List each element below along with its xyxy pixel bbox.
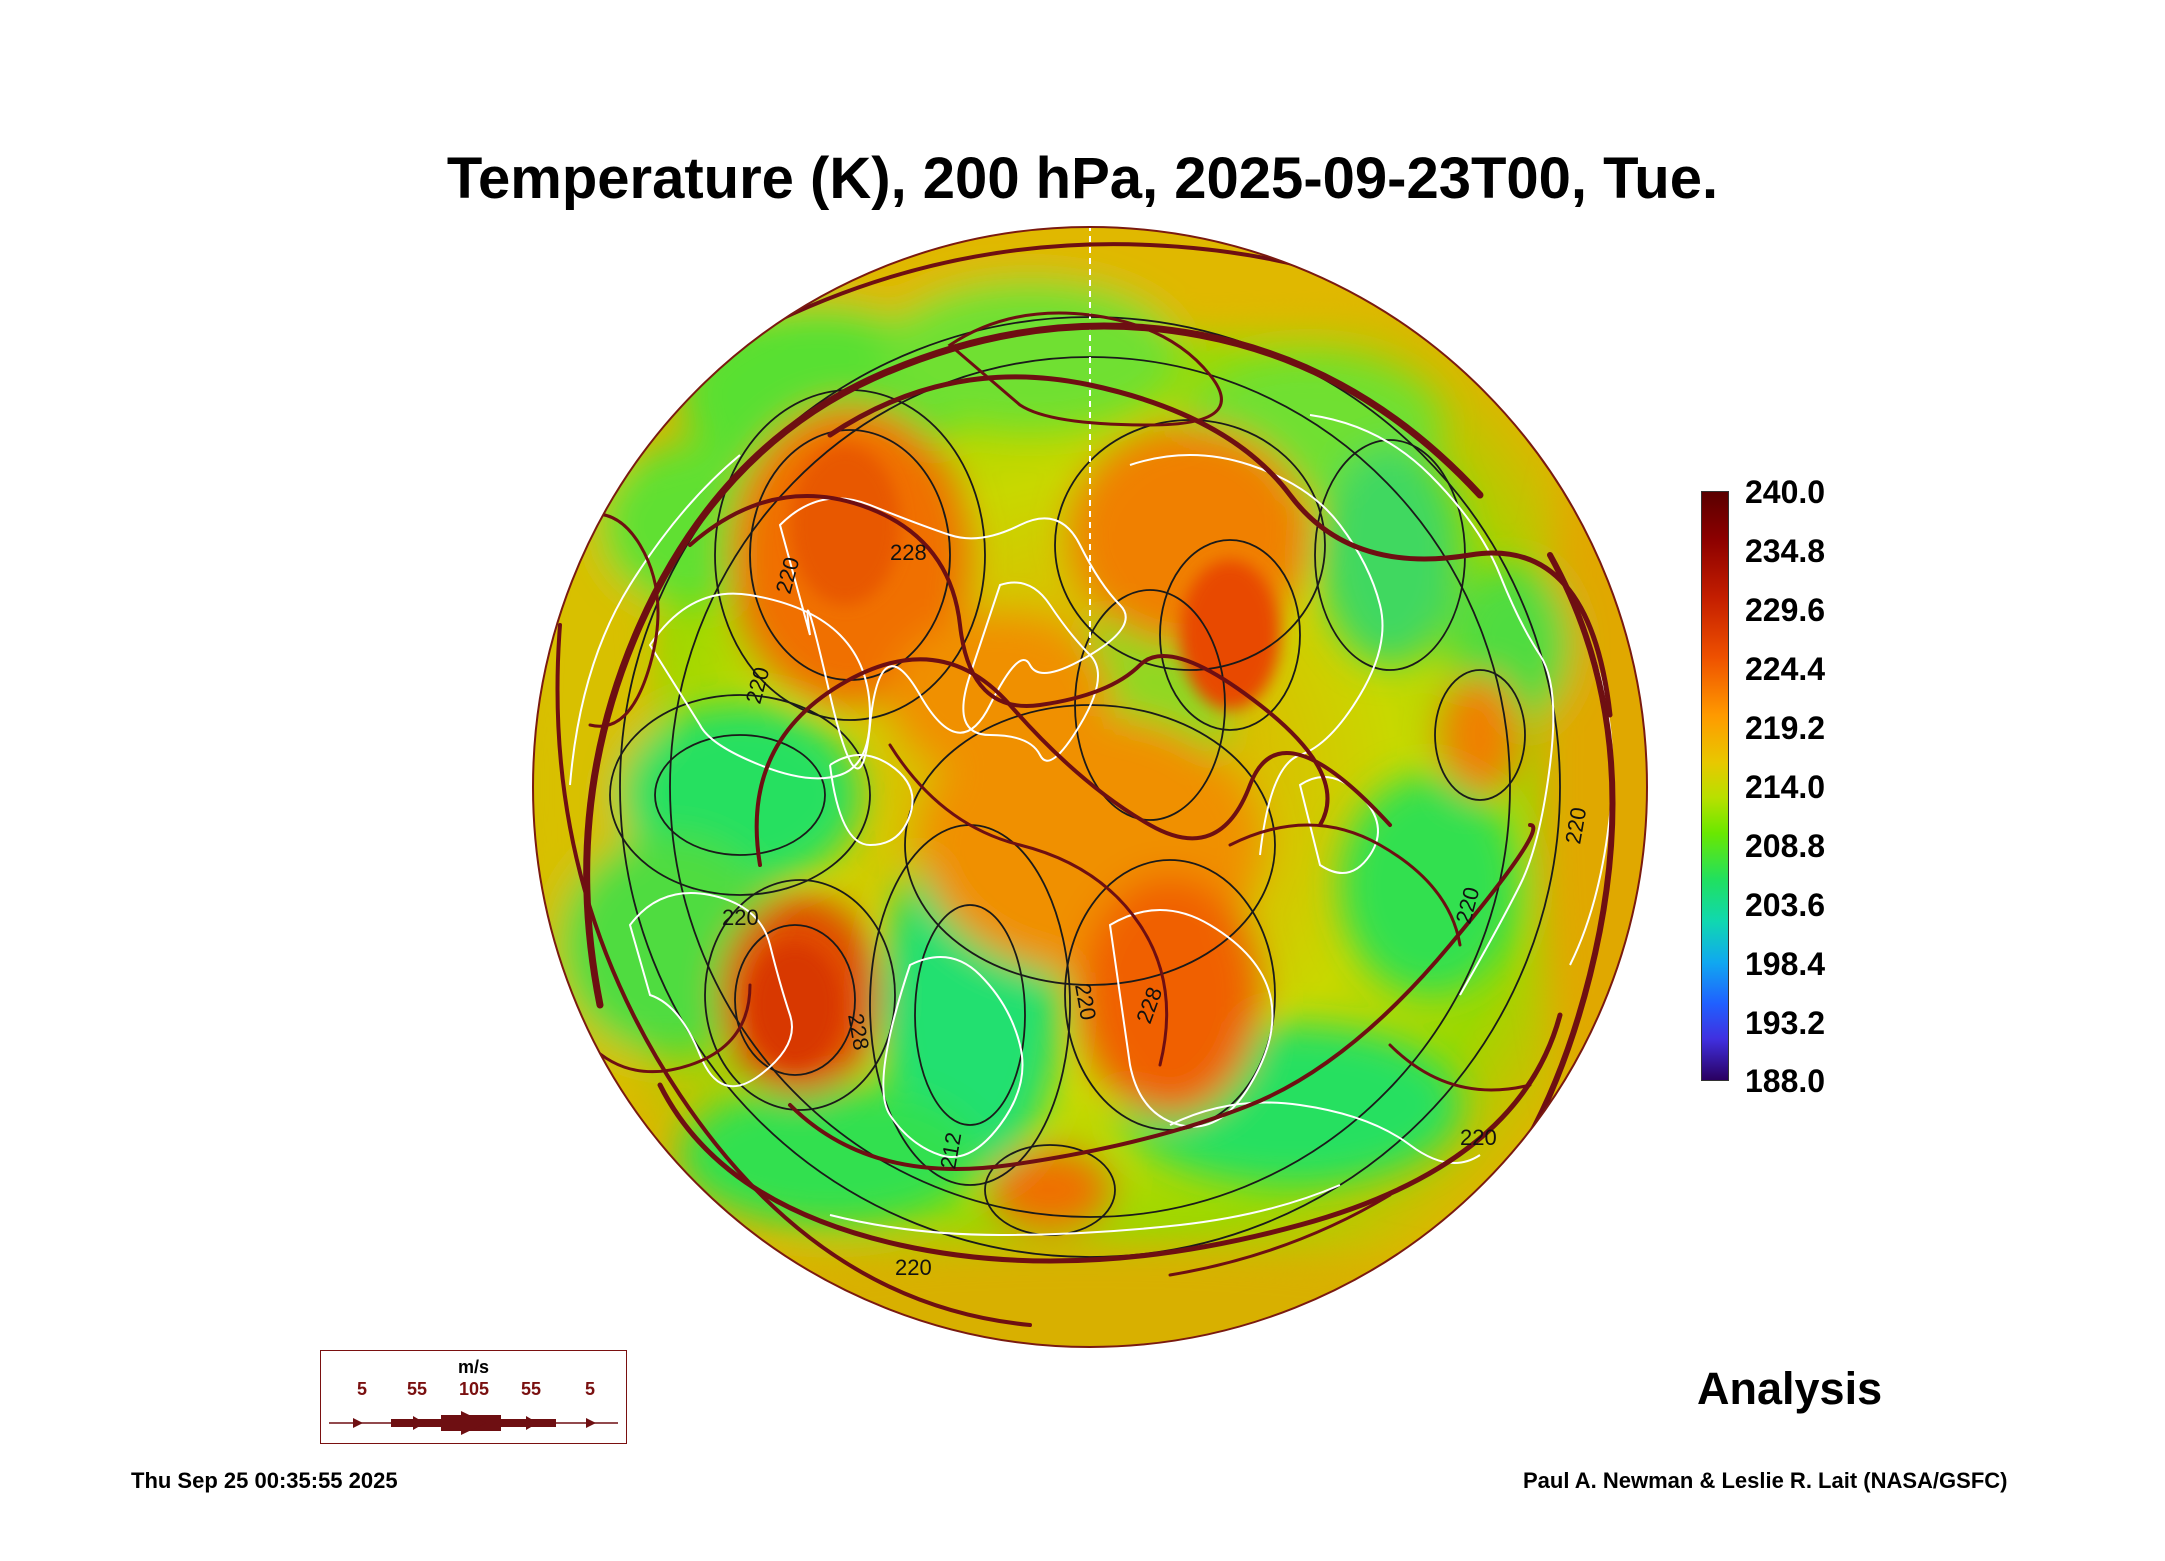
map-title: Temperature (K), 200 hPa, 2025-09-23T00,… bbox=[446, 146, 1719, 211]
wind-key-unit: m/s bbox=[457, 1357, 490, 1377]
contour-label: 220 bbox=[722, 905, 759, 930]
credit: Paul A. Newman & Leslie R. Lait (NASA/GS… bbox=[1523, 1468, 2008, 1493]
contour-label: 220 bbox=[895, 1255, 932, 1280]
colorbar-label: 208.8 bbox=[1745, 828, 1826, 864]
colorbar bbox=[1701, 491, 1729, 1081]
contour-label: 220 bbox=[1460, 1125, 1497, 1150]
wind-key-arrow bbox=[329, 1411, 618, 1435]
colorbar-label: 224.4 bbox=[1745, 651, 1826, 687]
colorbar-label: 214.0 bbox=[1745, 769, 1826, 805]
wind-key-value: 105 bbox=[459, 1379, 490, 1399]
colorbar-label: 229.6 bbox=[1745, 592, 1826, 628]
colorbar-label: 193.2 bbox=[1745, 1005, 1826, 1041]
polar-globe-map: 228 220 220 220 228 220 220 220 220 212 … bbox=[532, 226, 1648, 1348]
timestamp: Thu Sep 25 00:35:55 2025 bbox=[131, 1468, 398, 1493]
contour-label: 228 bbox=[890, 540, 927, 565]
wind-key-value: 55 bbox=[521, 1379, 542, 1399]
colorbar-label: 188.0 bbox=[1745, 1063, 1826, 1099]
colorbar-label: 240.0 bbox=[1745, 474, 1826, 510]
wind-key-value: 55 bbox=[407, 1379, 428, 1399]
colorbar-label: 234.8 bbox=[1745, 533, 1826, 569]
colorbar-label: 219.2 bbox=[1745, 710, 1826, 746]
colorbar-label: 203.6 bbox=[1745, 887, 1826, 923]
wind-speed-key: m/s 5 55 105 55 5 bbox=[320, 1350, 627, 1444]
colorbar-label: 198.4 bbox=[1745, 946, 1826, 982]
wind-key-value: 5 bbox=[357, 1379, 368, 1399]
analysis-label: Analysis bbox=[1697, 1363, 1883, 1414]
wind-key-value: 5 bbox=[585, 1379, 596, 1399]
